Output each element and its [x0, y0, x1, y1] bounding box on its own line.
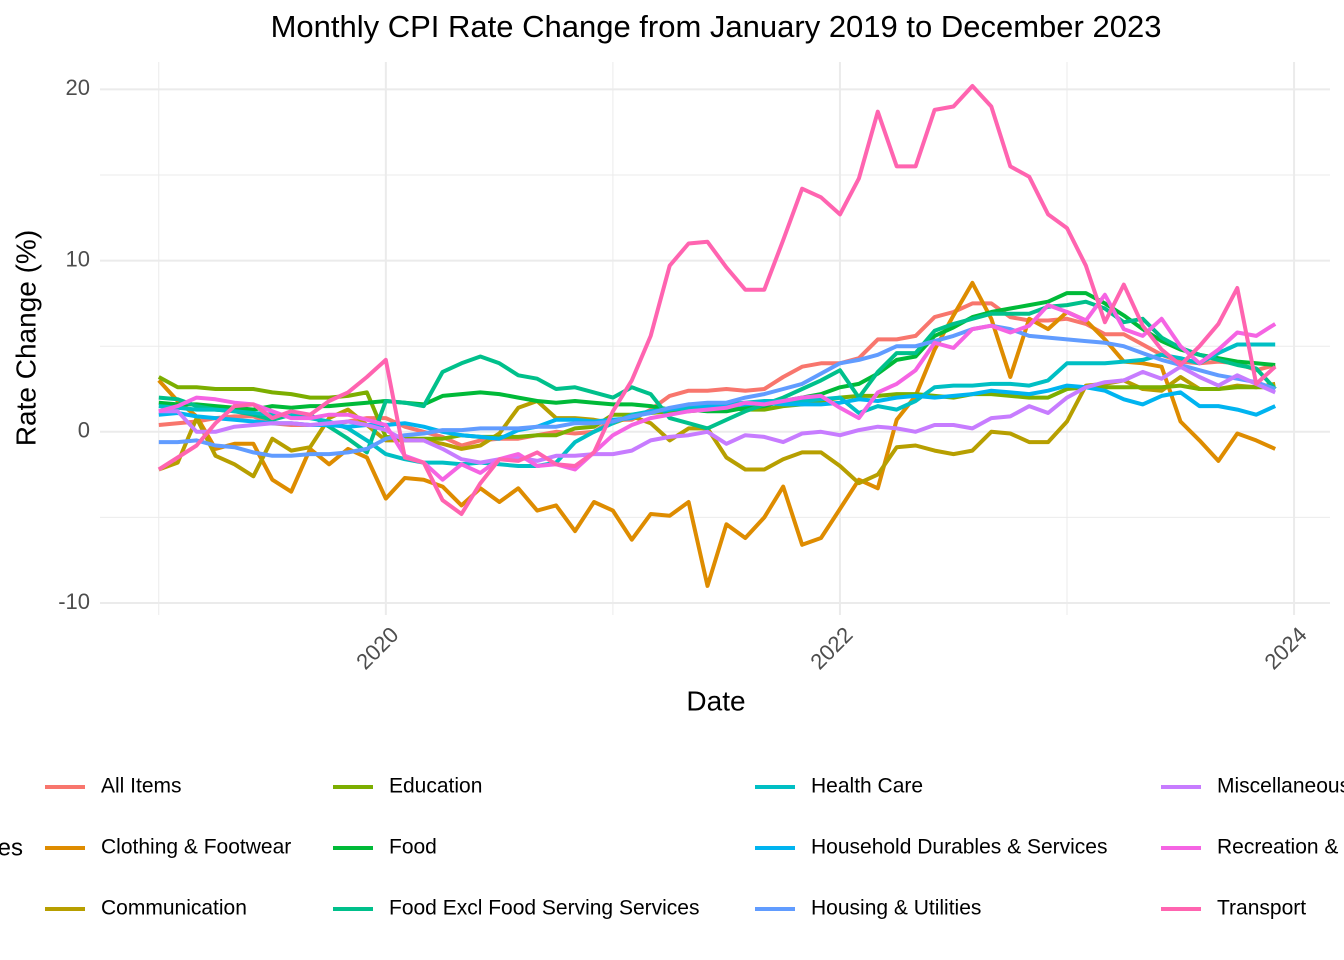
- legend-label: Transport: [1217, 897, 1306, 920]
- legend-label: Food Excl Food Serving Services: [389, 897, 699, 920]
- legend-label: Health Care: [811, 775, 923, 798]
- plot-lines: [157, 84, 1277, 588]
- y-tick-label: 0: [78, 418, 90, 443]
- series-line: [158, 292, 1277, 482]
- legend-label: Housing & Utilities: [811, 897, 981, 920]
- series-line: [158, 299, 1277, 455]
- y-tick-label: 10: [66, 246, 90, 271]
- legend-label: Education: [389, 775, 482, 798]
- legend-label: Recreation & Culture: [1217, 836, 1344, 859]
- legend-label: Miscellaneous Goods & Services: [1217, 775, 1344, 798]
- legend-label: All Items: [101, 775, 182, 798]
- legend-label: Clothing & Footwear: [101, 836, 291, 859]
- legend-label: Communication: [101, 897, 247, 920]
- x-tick-label: 2024: [1259, 622, 1311, 674]
- grid: [100, 62, 1330, 615]
- legend: All Items Clothing & Footwear Communicatio…: [45, 775, 1344, 920]
- series-line: [157, 84, 1277, 516]
- series-line: [158, 323, 1276, 458]
- chart-title: Monthly CPI Rate Change from January 201…: [271, 9, 1162, 44]
- series-line: [158, 364, 1277, 465]
- legend-title: Categories: [0, 834, 23, 861]
- series-line: [157, 280, 1277, 588]
- x-tick-label: 2022: [805, 622, 857, 674]
- y-tick-label: -10: [58, 589, 90, 614]
- legend-label: Household Durables & Services: [811, 836, 1107, 859]
- legend-label: Food: [389, 836, 437, 859]
- y-axis-label: Rate Change (%): [10, 230, 41, 446]
- series-line: [158, 291, 1276, 414]
- y-tick-label: 20: [66, 75, 90, 100]
- x-axis-label: Date: [686, 685, 745, 716]
- x-tick-label: 2020: [351, 622, 403, 674]
